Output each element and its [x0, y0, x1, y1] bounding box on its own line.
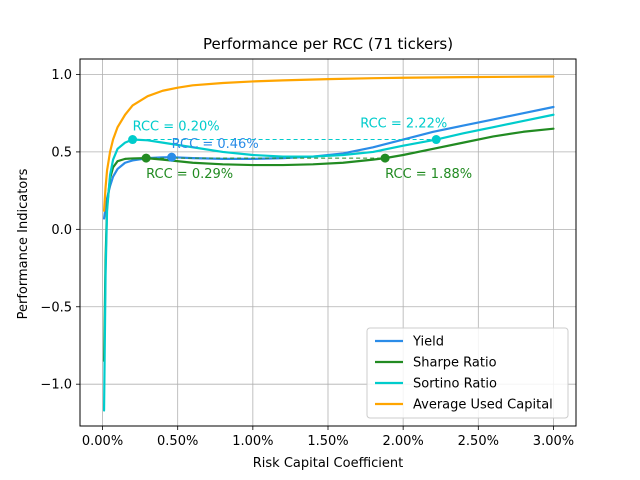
legend-entry-0: Yield — [412, 335, 444, 350]
grid — [80, 59, 576, 426]
annotation-label-0: RCC = 0.20% — [133, 120, 220, 135]
series-line-3 — [102, 75, 555, 212]
annotation-point-0 — [128, 135, 138, 145]
annotation-label-4: RCC = 1.88% — [385, 167, 472, 182]
legend-entry-1: Sharpe Ratio — [413, 356, 497, 371]
legend: Yield Sharpe Ratio Sortino Ratio Average Us… — [366, 327, 569, 419]
series-line-0 — [102, 105, 555, 220]
chart-title: Performance per RCC (71 tickers) — [203, 35, 453, 53]
x-tick-label: 2.00% — [382, 434, 423, 449]
annotation-label-1: RCC = 0.46% — [172, 137, 259, 152]
annotation-label-2: RCC = 0.29% — [146, 167, 233, 182]
y-tick-label: −0.5 — [40, 300, 72, 315]
series-line-1 — [102, 127, 555, 363]
legend-box — [366, 327, 569, 419]
x-tick-label: 2.50% — [458, 434, 499, 449]
annotation-point-2 — [141, 153, 151, 163]
x-tick-label: 0.50% — [157, 434, 198, 449]
annotation-point-1 — [167, 152, 177, 162]
annotation-point-4 — [380, 153, 390, 163]
x-tick-label: 0.00% — [82, 434, 123, 449]
y-tick-label: 0.5 — [51, 145, 72, 160]
legend-entry-3: Average Used Capital — [413, 398, 553, 413]
x-tick-label: 3.00% — [533, 434, 574, 449]
x-tick-label: 1.50% — [307, 434, 348, 449]
annotations: RCC = 0.20% RCC = 0.46% RCC = 0.29% RCC = 2… — [128, 117, 472, 182]
axis-ticks: 0.00% 0.50% 1.00% 1.50% 2.00% 2.50% 3.00% −1.0 −… — [40, 68, 574, 449]
y-tick-label: 0.0 — [51, 223, 72, 238]
x-axis-label: Risk Capital Coefficient — [253, 456, 403, 471]
legend-entry-2: Sortino Ratio — [413, 377, 497, 392]
x-tick-label: 1.00% — [232, 434, 273, 449]
y-tick-label: 1.0 — [51, 68, 72, 83]
annotation-point-3 — [431, 135, 441, 145]
y-axis-label: Performance Indicators — [16, 168, 31, 319]
series-lines — [102, 75, 555, 412]
annotation-label-3: RCC = 2.22% — [360, 117, 447, 132]
y-tick-label: −1.0 — [40, 378, 72, 393]
series-line-2 — [102, 113, 555, 412]
